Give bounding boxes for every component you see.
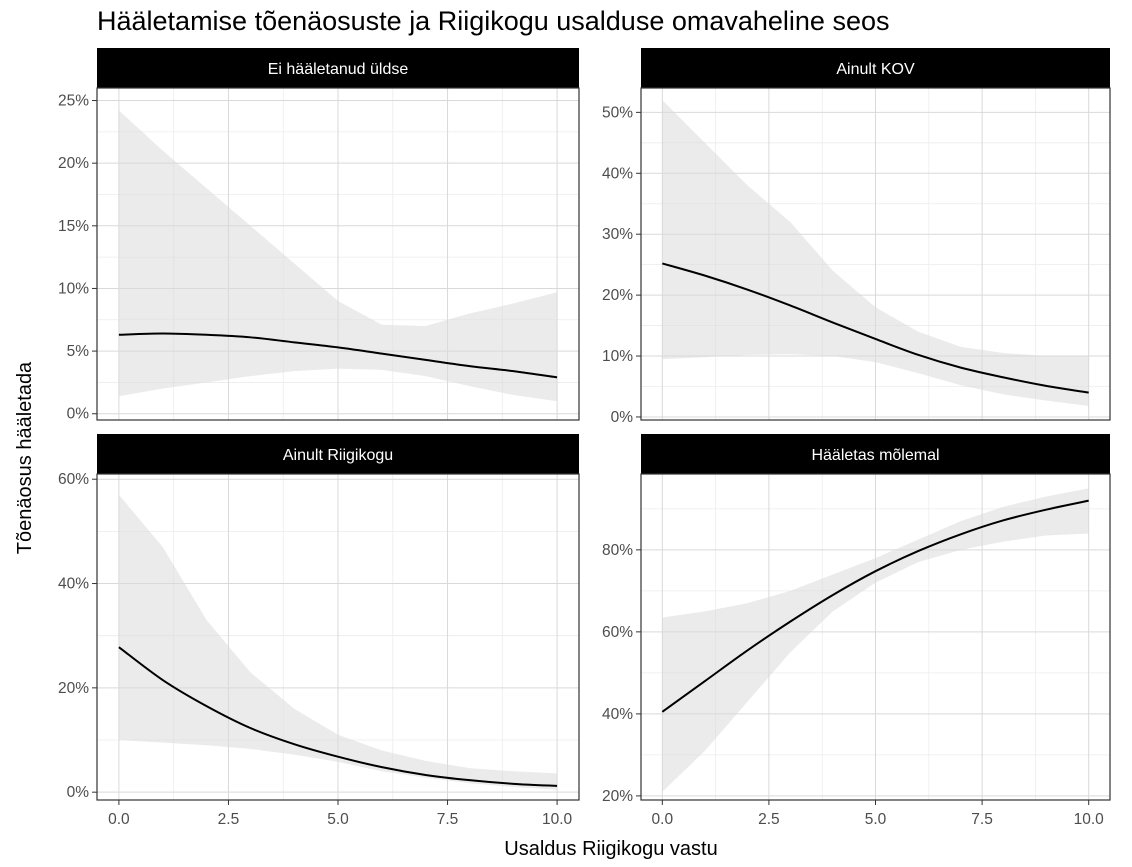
y-tick-label: 60% (602, 624, 633, 641)
y-tick-label: 15% (58, 218, 89, 235)
x-tick-label: 2.5 (218, 811, 240, 828)
x-tick-label: 0.0 (108, 811, 130, 828)
panel-border (96, 87, 580, 421)
y-tick-label: 40% (602, 706, 633, 723)
x-tick-label: 10.0 (542, 811, 573, 828)
y-tick-label: 20% (602, 788, 633, 805)
fitted-probability-line (118, 646, 558, 787)
y-tick-label: 20% (58, 155, 89, 172)
x-tick-label: 2.5 (758, 811, 780, 828)
x-axis-title: Usaldus Riigikogu vastu (504, 838, 717, 860)
facet-panel-4: Hääletas mõlemal 20% 40% 60% 80% 0.0 2.5 5.0 7.5… (602, 434, 1111, 828)
facet-strip (641, 48, 1110, 88)
facet-strip-label: Ainult Riigikogu (283, 447, 393, 464)
y-tick-label: 30% (602, 226, 633, 243)
y-tick-label: 25% (58, 93, 89, 110)
y-tick-label: 20% (58, 680, 89, 697)
fitted-probability-line (661, 499, 1089, 713)
x-tick-label: 5.0 (327, 811, 349, 828)
fitted-probability-line (662, 262, 1089, 394)
facet-panel-3: Ainult Riigikogu 0% 20% 40% 60% 0.0 2.5 5.0 7.5 1… (58, 434, 580, 828)
y-tick-label: 20% (602, 287, 633, 304)
x-tick-label: 0.0 (652, 811, 674, 828)
y-tick-label: 0% (67, 406, 90, 423)
x-tick-label: 7.5 (437, 811, 459, 828)
y-tick-label: 10% (58, 280, 89, 297)
x-tick-label: 10.0 (1074, 811, 1105, 828)
x-tick-label: 7.5 (971, 811, 993, 828)
confidence-ribbon (662, 100, 1089, 406)
chart-title: Hääletamise tõenäosuste ja Riigikogu usa… (97, 6, 889, 36)
y-tick-label: 50% (602, 104, 633, 121)
facet-strip-label: Ei hääletanud üldse (268, 61, 409, 78)
facet-strip (641, 434, 1110, 474)
confidence-ribbon (118, 110, 558, 402)
x-tick-label: 5.0 (865, 811, 887, 828)
confidence-ribbon (662, 488, 1089, 792)
facet-strip-label: Ainult KOV (836, 61, 915, 78)
y-axis-title: Tõenäosus hääletada (14, 361, 36, 554)
confidence-ribbon (118, 494, 558, 790)
facet-panels: Ei hääletanud üldse 0% 5% 10% 15% 20% 25% Ainul… (58, 48, 1111, 828)
y-tick-label: 5% (67, 343, 90, 360)
y-tick-label: 0% (611, 409, 634, 426)
y-tick-label: 0% (67, 784, 90, 801)
y-tick-label: 40% (58, 576, 89, 593)
facet-panel-2: Ainult KOV 0% 10% 20% 30% 40% 50% (602, 48, 1111, 426)
y-tick-label: 10% (602, 348, 633, 365)
panel-border (640, 87, 1111, 421)
facet-strip (97, 434, 579, 474)
y-tick-label: 80% (602, 542, 633, 559)
fitted-probability-line (118, 332, 558, 379)
facet-panel-1: Ei hääletanud üldse 0% 5% 10% 15% 20% 25% (58, 48, 580, 423)
facet-strip (97, 48, 579, 88)
y-tick-label: 60% (58, 471, 89, 488)
y-tick-label: 40% (602, 165, 633, 182)
facet-strip-label: Hääletas mõlemal (811, 447, 939, 464)
